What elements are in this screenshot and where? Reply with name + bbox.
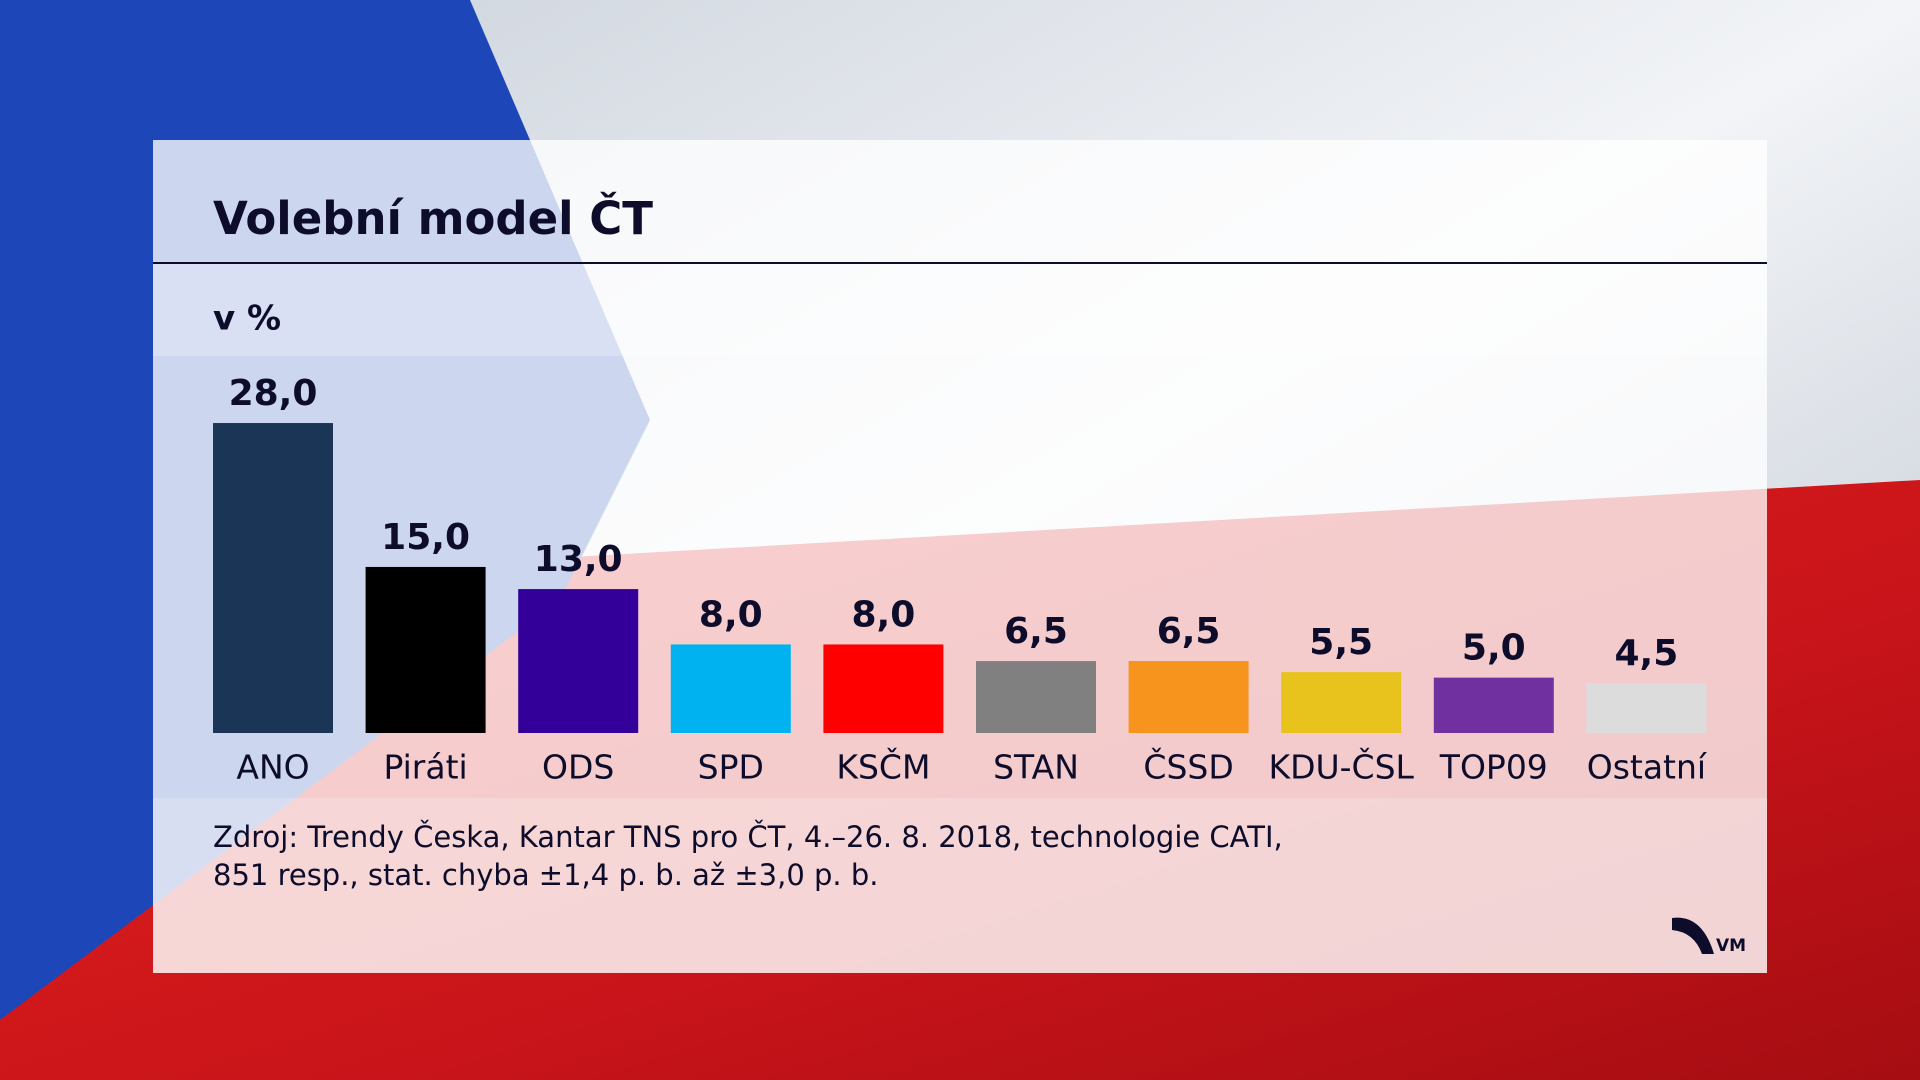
bar <box>823 644 944 733</box>
bar <box>518 589 639 733</box>
bar <box>1128 661 1249 733</box>
value-label: 6,5 <box>1004 611 1068 652</box>
subtitle-band <box>153 263 1767 356</box>
subtitle: v % <box>213 299 281 339</box>
bar <box>1281 672 1402 733</box>
bar <box>670 644 791 733</box>
bar <box>1433 677 1554 733</box>
value-label: 5,0 <box>1462 628 1526 669</box>
x-tick-label: KDU-ČSL <box>1268 747 1414 787</box>
value-label: 15,0 <box>381 517 470 558</box>
x-tick-label: SPD <box>698 748 764 787</box>
chart-title: Volební model ČT <box>213 192 653 245</box>
x-tick-label: Piráti <box>383 748 467 787</box>
bar <box>213 423 333 733</box>
bar <box>365 566 486 733</box>
x-tick-label: ANO <box>236 748 309 787</box>
value-label: 4,5 <box>1615 633 1679 674</box>
x-tick-label: KSČM <box>836 747 930 787</box>
value-label: 5,5 <box>1309 622 1373 663</box>
source-line: Zdroj: Trendy Česka, Kantar TNS pro ČT, … <box>213 820 1283 854</box>
logo-mark <box>1672 917 1714 954</box>
x-tick-label: TOP09 <box>1439 748 1548 787</box>
source-line: 851 resp., stat. chyba ±1,4 p. b. až ±3,… <box>213 858 878 892</box>
value-label: 13,0 <box>534 539 623 580</box>
bar <box>976 661 1096 733</box>
x-tick-label: ČSSD <box>1143 747 1233 787</box>
panel <box>153 140 1767 973</box>
footer-band <box>153 798 1767 973</box>
value-label: 8,0 <box>699 594 763 635</box>
value-label: 28,0 <box>229 373 318 414</box>
x-tick-label: STAN <box>993 748 1079 787</box>
value-label: 8,0 <box>852 594 916 635</box>
logo-text: VM <box>1716 936 1746 956</box>
value-label: 6,5 <box>1157 611 1221 652</box>
x-tick-label: ODS <box>542 748 614 787</box>
x-tick-label: Ostatní <box>1587 748 1708 787</box>
bar <box>1586 683 1707 733</box>
